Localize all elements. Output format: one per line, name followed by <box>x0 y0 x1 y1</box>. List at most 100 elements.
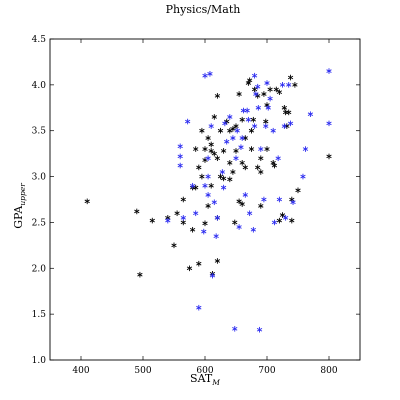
data-point <box>258 169 264 175</box>
data-point <box>261 196 267 203</box>
data-point <box>242 135 248 141</box>
x-tick-label: 800 <box>320 366 337 376</box>
data-point <box>295 187 301 194</box>
data-point <box>214 215 221 221</box>
data-point <box>250 226 257 233</box>
data-point <box>227 114 233 120</box>
y-tick-label: 1.0 <box>32 356 47 366</box>
data-point <box>193 146 199 152</box>
data-point <box>84 198 90 205</box>
data-point <box>307 111 314 118</box>
data-point <box>205 173 211 180</box>
data-point <box>137 271 143 278</box>
data-point <box>233 148 239 154</box>
data-point <box>242 164 248 171</box>
data-point <box>282 109 289 116</box>
data-point <box>208 148 214 154</box>
data-point <box>224 138 230 145</box>
data-point <box>255 164 261 171</box>
data-point <box>289 217 295 224</box>
data-point <box>208 182 214 189</box>
data-point <box>171 242 177 249</box>
data-point <box>255 83 261 90</box>
data-point <box>326 120 332 127</box>
data-point <box>258 146 264 152</box>
x-axis-label: SATM <box>190 372 220 387</box>
data-point <box>253 91 259 97</box>
data-point <box>236 91 242 97</box>
data-point <box>165 217 171 224</box>
data-point <box>248 127 255 134</box>
data-point <box>180 196 186 203</box>
y-tick-label: 2.0 <box>32 264 47 274</box>
data-point <box>196 260 202 267</box>
data-point <box>276 89 283 95</box>
data-point <box>149 217 155 224</box>
data-point <box>258 155 264 162</box>
data-point <box>271 219 278 226</box>
data-point <box>251 86 258 93</box>
data-point <box>236 198 242 205</box>
y-tick-label: 2.5 <box>32 218 47 228</box>
data-point <box>220 184 227 191</box>
data-point <box>208 141 214 148</box>
data-point <box>264 146 270 152</box>
data-point <box>232 219 238 226</box>
data-point <box>238 144 244 151</box>
data-point <box>287 120 294 127</box>
data-point <box>211 150 217 157</box>
data-point <box>189 226 196 233</box>
x-axis-label-main: SAT <box>190 372 213 385</box>
y-tick-label: 4.0 <box>32 81 47 91</box>
x-tick-label: 500 <box>134 366 151 376</box>
data-point <box>202 220 208 227</box>
data-point <box>220 148 227 154</box>
x-tick-label: 700 <box>258 366 275 376</box>
data-point <box>205 192 211 198</box>
data-point <box>227 127 233 134</box>
data-point <box>211 199 217 206</box>
y-axis-label-main: GPA <box>12 205 25 229</box>
y-tick-label: 3.0 <box>32 173 47 183</box>
y-tick-label: 4.5 <box>32 35 47 45</box>
data-point <box>300 173 306 180</box>
y-axis: 1.0 1.5 2.0 2.5 3.0 3.5 4.0 4.5 <box>32 35 360 366</box>
data-point <box>217 127 224 134</box>
data-point <box>292 82 298 88</box>
data-point <box>239 160 245 166</box>
data-point <box>213 233 219 239</box>
data-point <box>193 210 199 217</box>
data-point <box>236 224 242 230</box>
data-point <box>239 116 245 123</box>
data-point <box>196 304 202 311</box>
data-point <box>230 126 236 132</box>
data-point <box>250 116 257 123</box>
x-tick-label: 400 <box>72 366 89 376</box>
data-point <box>234 127 240 134</box>
chart-title: Physics/Math <box>166 3 241 16</box>
data-point <box>276 217 283 224</box>
data-point <box>271 162 278 169</box>
data-point <box>199 173 205 180</box>
data-point <box>276 196 283 203</box>
y-tick-label: 3.5 <box>32 127 47 137</box>
data-point <box>239 201 245 207</box>
data-point <box>273 86 279 93</box>
data-point <box>189 182 196 189</box>
data-point <box>281 123 288 129</box>
data-point <box>233 123 239 129</box>
data-point <box>177 153 183 160</box>
data-point <box>242 192 248 198</box>
data-point <box>251 72 258 79</box>
data-point <box>255 104 261 111</box>
data-point <box>184 118 191 125</box>
data-point <box>248 146 255 152</box>
data-point <box>302 146 309 152</box>
data-point <box>326 153 332 160</box>
data-point <box>245 116 252 123</box>
data-point <box>205 135 211 141</box>
data-point <box>230 135 236 141</box>
data-point <box>256 326 263 333</box>
data-point <box>286 109 292 116</box>
data-point <box>199 127 205 134</box>
